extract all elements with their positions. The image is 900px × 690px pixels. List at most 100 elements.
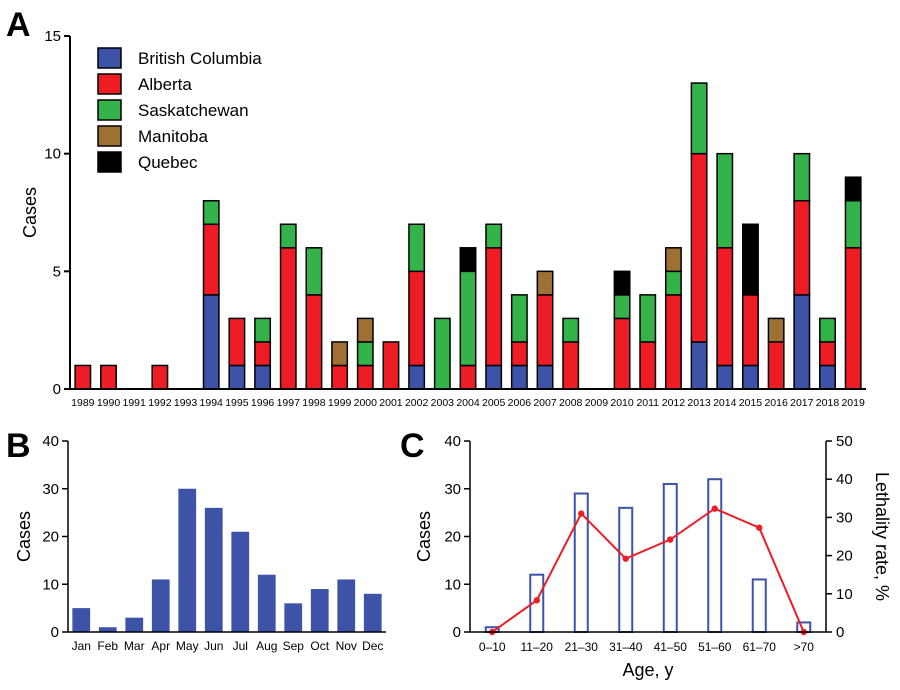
y-tick-label-0: 0 — [51, 624, 59, 641]
x-tick-label-jul: Jul — [233, 639, 248, 653]
bar-segment-2017-british-columbia — [793, 294, 811, 390]
bar-segment-2015-alberta — [741, 294, 759, 367]
y-tick-label-30: 30 — [42, 481, 59, 498]
x-tick-label-2011: 2011 — [636, 397, 659, 409]
x-tick-label-31-40: 31–40 — [609, 640, 643, 654]
bar-age-31-40 — [618, 506, 634, 634]
x-tick-label-41-50: 41–50 — [654, 640, 688, 654]
bar-segment-1992-alberta — [151, 364, 169, 390]
x-tick-label-jan: Jan — [72, 639, 91, 653]
x-tick-label-2003: 2003 — [431, 397, 455, 409]
x-tick-label-2004: 2004 — [456, 397, 480, 409]
x-tick-label-feb: Feb — [97, 639, 118, 653]
y-tick-label-10: 10 — [444, 576, 461, 593]
x-tick-label-1998: 1998 — [302, 397, 326, 409]
y2-tick-label-0: 0 — [836, 624, 844, 641]
x-tick-label-2001: 2001 — [379, 397, 403, 409]
legend-label-british-columbia: British Columbia — [138, 49, 262, 68]
bar-segment-1998-saskatchewan — [305, 247, 323, 296]
x-tick-label-2018: 2018 — [816, 397, 840, 409]
y-tick-label-30: 30 — [444, 481, 461, 498]
bar-segment-2013-alberta — [690, 152, 708, 343]
x-tick-label-70: >70 — [794, 640, 815, 654]
lethality-point-31-40 — [622, 555, 629, 562]
y-axis-title: Cases — [20, 187, 40, 238]
x-tick-label-1997: 1997 — [277, 397, 301, 409]
bar-segment-1994-saskatchewan — [202, 199, 220, 226]
bar-segment-2018-saskatchewan — [819, 317, 836, 343]
bar-segment-1998-alberta — [305, 294, 323, 390]
x-tick-label-jun: Jun — [204, 639, 223, 653]
bar-may — [178, 488, 197, 632]
bar-aug — [257, 574, 276, 632]
bar-segment-1994-british-columbia — [202, 294, 220, 390]
y-tick-label-20: 20 — [444, 529, 461, 546]
bar-segment-1997-saskatchewan — [279, 223, 297, 249]
bar-segment-2014-british-columbia — [716, 364, 734, 390]
bar-segment-1995-british-columbia — [228, 364, 246, 390]
x-tick-label-1994: 1994 — [200, 397, 224, 409]
y-tick-label-40: 40 — [42, 433, 59, 450]
bar-segment-2002-alberta — [408, 270, 426, 367]
bar-segment-1996-saskatchewan — [254, 317, 272, 343]
x-tick-label-1990: 1990 — [97, 397, 121, 409]
bar-jan — [72, 608, 91, 632]
x-tick-label-1995: 1995 — [225, 397, 249, 409]
bar-apr — [151, 579, 170, 632]
panel-b-monthly-bar-chart: Jan Feb Mar Apr May Jun Jul Aug Sep Oct Nov Dec 0 10 2… — [14, 433, 386, 653]
x-tick-label-2015: 2015 — [739, 397, 763, 409]
bar-segment-2012-saskatchewan — [664, 270, 682, 296]
bar-segment-2012-manitoba — [664, 247, 682, 273]
bar-segment-2005-saskatchewan — [485, 223, 503, 249]
x-tick-label-2017: 2017 — [790, 397, 814, 409]
x-tick-label-sep: Sep — [283, 639, 305, 653]
bar-segment-2017-alberta — [793, 199, 811, 296]
bar-segment-2010-alberta — [613, 317, 631, 390]
x-tick-label-dec: Dec — [362, 639, 383, 653]
x-tick-label-2005: 2005 — [482, 397, 506, 409]
bar-age-51-60 — [707, 478, 723, 634]
bar-segment-2011-alberta — [639, 341, 657, 390]
bar-segment-2013-british-columbia — [690, 341, 708, 390]
y2-tick-label-30: 30 — [836, 509, 853, 526]
x-tick-label-1996: 1996 — [251, 397, 275, 409]
bar-segment-2019-saskatchewan — [844, 199, 862, 249]
bar-segment-2017-saskatchewan — [793, 152, 811, 202]
lethality-rate-line — [491, 507, 805, 633]
bar-segment-2005-alberta — [485, 247, 503, 367]
x-tick-label-2012: 2012 — [662, 397, 686, 409]
bar-segment-2006-alberta — [510, 341, 528, 367]
x-tick-label-mar: Mar — [124, 639, 145, 653]
legend-label-quebec: Quebec — [138, 153, 198, 172]
x-tick-label-51-60: 51–60 — [698, 640, 732, 654]
bar-segment-2008-saskatchewan — [562, 317, 580, 343]
legend-swatch-saskatchewan — [97, 99, 122, 121]
bar-segment-2016-manitoba — [767, 317, 785, 343]
bar-segment-2008-alberta — [562, 341, 580, 390]
bar-feb — [98, 627, 117, 632]
x-tick-label-2009: 2009 — [585, 397, 609, 409]
bar-segment-1997-alberta — [279, 247, 297, 390]
bar-segment-2018-british-columbia — [819, 364, 836, 390]
y-tick-label-10: 10 — [42, 576, 59, 593]
legend-label-manitoba: Manitoba — [138, 127, 208, 146]
bar-segment-2010-saskatchewan — [613, 294, 631, 320]
x-tick-label-oct: Oct — [310, 639, 329, 653]
x-tick-label-apr: Apr — [151, 639, 170, 653]
bar-age-41-50 — [662, 482, 678, 633]
x-tick-label-aug: Aug — [256, 639, 277, 653]
y2-tick-label-20: 20 — [836, 548, 853, 565]
x-tick-label-21-30: 21–30 — [565, 640, 599, 654]
panel-c-age-chart: 0–10 11–20 21–30 31–40 41–50 51–60 61–70 >70 0 10… — [414, 433, 892, 680]
bar-segment-2019-alberta — [844, 247, 862, 390]
legend-label-saskatchewan: Saskatchewan — [138, 101, 249, 120]
bar-segment-2010-quebec — [613, 270, 631, 296]
bar-jun — [204, 507, 223, 632]
y-tick-label-5: 5 — [53, 263, 61, 280]
x-tick-label-1989: 1989 — [71, 397, 95, 409]
bar-segment-1996-alberta — [254, 341, 272, 367]
x-tick-label-0-10: 0–10 — [479, 640, 506, 654]
bar-segment-2006-british-columbia — [510, 364, 528, 390]
y-axis-title: Cases — [14, 511, 34, 562]
bar-segment-2002-british-columbia — [408, 364, 426, 390]
